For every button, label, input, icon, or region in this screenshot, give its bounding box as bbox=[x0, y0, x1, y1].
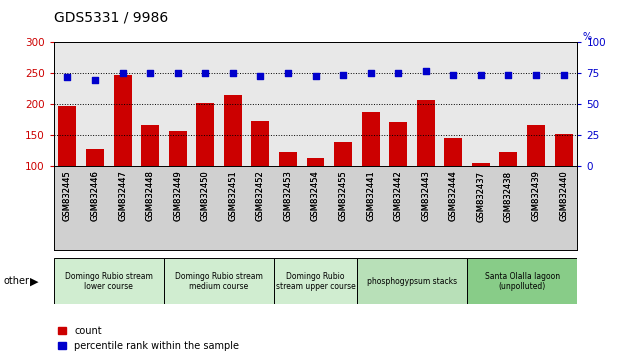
Text: Domingo Rubio
stream upper course: Domingo Rubio stream upper course bbox=[276, 272, 355, 291]
Text: Domingo Rubio stream
medium course: Domingo Rubio stream medium course bbox=[175, 272, 263, 291]
Bar bbox=[86, 149, 104, 228]
Text: GSM832445: GSM832445 bbox=[63, 171, 72, 221]
Text: GSM832438: GSM832438 bbox=[504, 171, 513, 222]
Text: GSM832441: GSM832441 bbox=[366, 171, 375, 221]
Point bbox=[310, 73, 321, 79]
Text: GSM832442: GSM832442 bbox=[394, 171, 403, 221]
Bar bbox=[472, 163, 490, 228]
Point bbox=[421, 68, 431, 74]
Text: GSM832438: GSM832438 bbox=[504, 171, 513, 222]
Bar bbox=[196, 103, 214, 228]
Text: GSM832440: GSM832440 bbox=[559, 171, 568, 221]
Bar bbox=[114, 75, 131, 228]
Text: %: % bbox=[582, 33, 592, 42]
Point bbox=[228, 70, 238, 76]
Text: GSM832451: GSM832451 bbox=[228, 171, 237, 221]
Bar bbox=[417, 100, 435, 228]
Bar bbox=[54, 258, 164, 304]
Point bbox=[476, 72, 486, 78]
Bar bbox=[527, 125, 545, 228]
Text: GSM832455: GSM832455 bbox=[339, 171, 348, 221]
Text: GSM832455: GSM832455 bbox=[339, 171, 348, 221]
Text: GSM832454: GSM832454 bbox=[311, 171, 320, 221]
Text: GSM832446: GSM832446 bbox=[90, 171, 100, 221]
Text: ▶: ▶ bbox=[30, 276, 38, 286]
Text: GSM832446: GSM832446 bbox=[90, 171, 100, 221]
Bar bbox=[279, 152, 297, 228]
Point bbox=[504, 72, 514, 78]
Text: GSM832445: GSM832445 bbox=[63, 171, 72, 221]
Text: GSM832449: GSM832449 bbox=[173, 171, 182, 221]
Text: GSM832448: GSM832448 bbox=[146, 171, 155, 221]
Bar bbox=[389, 122, 407, 228]
Point bbox=[62, 74, 73, 80]
Text: GSM832450: GSM832450 bbox=[201, 171, 209, 221]
Bar bbox=[141, 125, 159, 228]
Text: GSM832439: GSM832439 bbox=[531, 171, 541, 221]
Bar bbox=[467, 258, 577, 304]
Text: GDS5331 / 9986: GDS5331 / 9986 bbox=[54, 11, 168, 25]
Text: GSM832453: GSM832453 bbox=[283, 171, 292, 221]
Bar bbox=[274, 258, 357, 304]
Text: GSM832441: GSM832441 bbox=[366, 171, 375, 221]
Text: GSM832443: GSM832443 bbox=[422, 171, 430, 221]
Text: GSM832444: GSM832444 bbox=[449, 171, 458, 221]
Text: GSM832440: GSM832440 bbox=[559, 171, 568, 221]
Point bbox=[365, 70, 375, 76]
Text: GSM832447: GSM832447 bbox=[118, 171, 127, 221]
Bar bbox=[444, 138, 463, 228]
Point bbox=[338, 72, 348, 78]
Text: GSM832444: GSM832444 bbox=[449, 171, 458, 221]
Bar bbox=[251, 120, 269, 228]
Bar bbox=[168, 131, 187, 228]
Text: phosphogypsum stacks: phosphogypsum stacks bbox=[367, 277, 457, 286]
Bar bbox=[59, 106, 76, 228]
Point bbox=[173, 70, 183, 76]
Point bbox=[256, 73, 266, 79]
Point bbox=[558, 72, 569, 78]
Text: GSM832453: GSM832453 bbox=[283, 171, 292, 221]
Text: GSM832449: GSM832449 bbox=[173, 171, 182, 221]
Text: GSM832452: GSM832452 bbox=[256, 171, 265, 221]
Point bbox=[531, 72, 541, 78]
Point bbox=[393, 70, 403, 76]
Point bbox=[145, 70, 155, 76]
Text: GSM832451: GSM832451 bbox=[228, 171, 237, 221]
Bar bbox=[362, 112, 380, 228]
Text: GSM832439: GSM832439 bbox=[531, 171, 541, 221]
Text: Domingo Rubio stream
lower course: Domingo Rubio stream lower course bbox=[65, 272, 153, 291]
Point bbox=[200, 70, 210, 76]
Text: GSM832437: GSM832437 bbox=[476, 171, 485, 222]
Text: GSM832447: GSM832447 bbox=[118, 171, 127, 221]
Point bbox=[283, 70, 293, 76]
Bar bbox=[500, 152, 517, 228]
Legend: count, percentile rank within the sample: count, percentile rank within the sample bbox=[59, 326, 239, 351]
Bar bbox=[164, 258, 274, 304]
Text: GSM832452: GSM832452 bbox=[256, 171, 265, 221]
Text: GSM832448: GSM832448 bbox=[146, 171, 155, 221]
Bar bbox=[555, 133, 572, 228]
Point bbox=[90, 77, 100, 82]
Text: Santa Olalla lagoon
(unpolluted): Santa Olalla lagoon (unpolluted) bbox=[485, 272, 560, 291]
Text: GSM832442: GSM832442 bbox=[394, 171, 403, 221]
Bar bbox=[307, 158, 324, 228]
Bar bbox=[224, 95, 242, 228]
Bar bbox=[334, 142, 352, 228]
Point bbox=[117, 70, 127, 76]
Text: GSM832454: GSM832454 bbox=[311, 171, 320, 221]
Text: GSM832443: GSM832443 bbox=[422, 171, 430, 221]
Text: GSM832450: GSM832450 bbox=[201, 171, 209, 221]
Text: other: other bbox=[3, 276, 29, 286]
Text: GSM832437: GSM832437 bbox=[476, 171, 485, 222]
Bar bbox=[357, 258, 467, 304]
Point bbox=[448, 72, 458, 78]
